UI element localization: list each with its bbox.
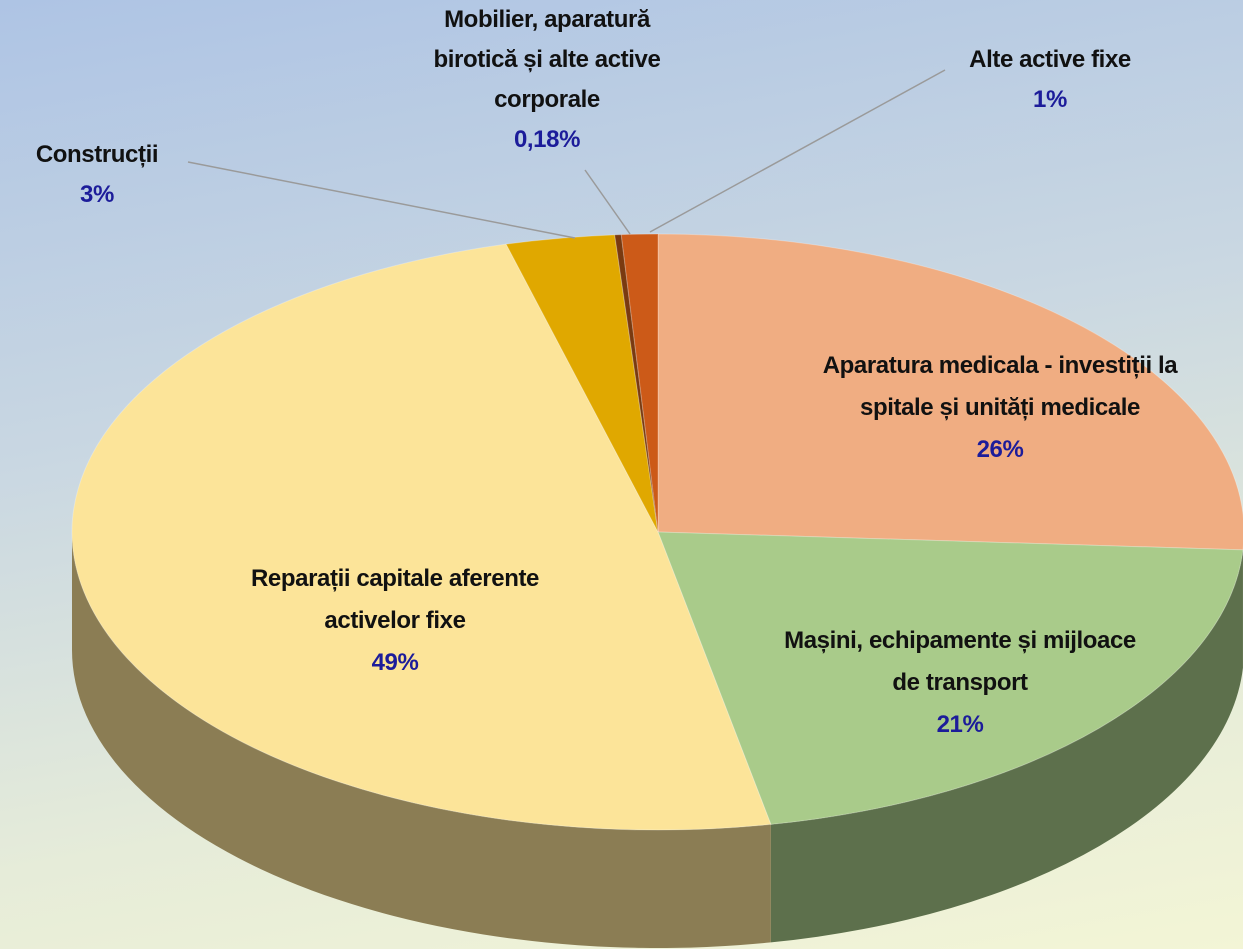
slice — [657, 233, 1243, 551]
slice-label: Aparatura medicala - investiții la spita… — [815, 345, 1185, 471]
slice — [657, 531, 1243, 825]
value-label: 3% — [80, 181, 114, 208]
category-label: Mobilier, aparatură birotică și alte act… — [433, 6, 661, 113]
category-label: Mașini, echipamente și mijloace de trans… — [784, 627, 1136, 696]
category-label: Aparatura medicala - investiții la spita… — [822, 352, 1178, 421]
slice-label: Reparații capitale aferente activelor fi… — [230, 558, 560, 684]
slice — [614, 234, 659, 533]
value-label: 21% — [936, 711, 984, 738]
value-label: 26% — [976, 436, 1024, 463]
slice-side — [770, 549, 1243, 943]
slice-label: Alte active fixe 1% — [930, 40, 1170, 120]
category-label: Alte active fixe — [969, 46, 1131, 73]
value-label: 1% — [1033, 86, 1067, 113]
leader-line — [187, 161, 576, 239]
slice-side — [72, 532, 771, 948]
category-label: Construcții — [35, 141, 159, 168]
value-label: 49% — [371, 649, 419, 676]
value-label: 0,18% — [513, 126, 581, 153]
slice-label: Mașini, echipamente și mijloace de trans… — [770, 620, 1150, 746]
leader-line — [649, 69, 946, 233]
slice-label: Construcții 3% — [0, 135, 194, 215]
leader-line — [584, 169, 631, 235]
category-label: Reparații capitale aferente activelor fi… — [251, 565, 539, 634]
slice — [505, 234, 659, 533]
slice — [71, 243, 772, 831]
slice-label: Mobilier, aparatură birotică și alte act… — [400, 0, 694, 160]
slice — [620, 233, 659, 533]
